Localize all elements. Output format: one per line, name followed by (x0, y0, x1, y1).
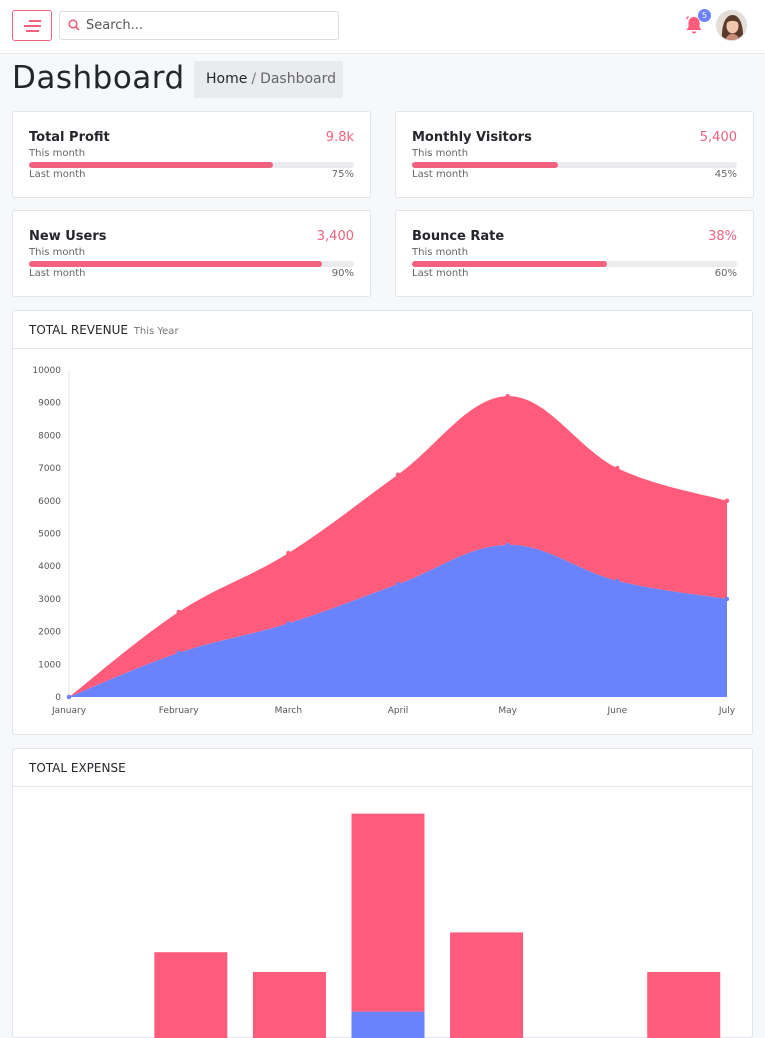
search-input[interactable] (86, 12, 334, 39)
panel-title: TOTAL REVENUE (29, 323, 128, 337)
data-point (176, 609, 181, 615)
stat-this-month-label: This month (412, 148, 469, 159)
y-tick-label: 1000 (38, 660, 61, 670)
revenue-area-chart: 0 1000 2000 3000 4000 5000 6000 7000 8000 9000 100… (32, 366, 736, 716)
data-point (505, 542, 510, 548)
stat-value: 3,400 (316, 229, 354, 244)
stat-this-month-label: This month (29, 148, 86, 159)
y-tick-label: 3000 (38, 595, 61, 605)
search-box (59, 11, 339, 40)
expense-bar (450, 932, 524, 1038)
data-point (176, 650, 181, 656)
y-tick-label: 4000 (38, 562, 61, 572)
y-tick-label: 5000 (38, 530, 61, 540)
stat-card-bounce-rate: Bounce Rate 38% This month Last month 60… (395, 210, 754, 297)
panel-subtitle: This Year (133, 326, 179, 337)
stat-this-month-label: This month (29, 247, 86, 258)
stat-card-new-users: New Users 3,400 This month Last month 90… (12, 210, 371, 297)
stat-card-monthly-visitors: Monthly Visitors 5,400 This month Last m… (395, 111, 754, 198)
stat-progress-fill (412, 162, 559, 168)
data-point (505, 393, 510, 399)
data-point (286, 621, 291, 626)
stat-progress-track (412, 261, 737, 267)
stat-title: Total Profit (29, 130, 110, 145)
y-tick-label: 8000 (38, 431, 61, 441)
data-point (724, 498, 730, 503)
stat-title: New Users (29, 229, 107, 244)
data-point (615, 465, 620, 471)
expense-bar (154, 952, 228, 1038)
stat-title: Monthly Visitors (412, 130, 532, 145)
total-expense-panel: TOTAL EXPENSE (12, 748, 753, 1038)
stat-last-month-label: Last month (29, 268, 86, 279)
stat-last-month-label: Last month (412, 169, 469, 180)
x-tick-label: May (498, 706, 517, 716)
data-point (66, 694, 72, 700)
panel-title: TOTAL EXPENSE (29, 761, 126, 775)
data-point (395, 581, 401, 587)
expense-bar-chart (154, 813, 721, 1038)
stat-last-month-label: Last month (412, 268, 469, 279)
expense-bar (351, 813, 425, 1012)
top-navbar: 5 (0, 0, 765, 54)
total-revenue-panel: TOTAL REVENUE This Year 0 1000 2000 3000 400… (12, 310, 753, 735)
stat-last-month-label: Last month (29, 169, 86, 180)
sidebar-toggle-button[interactable] (12, 10, 52, 41)
data-point (395, 472, 401, 477)
user-avatar[interactable] (716, 10, 747, 41)
y-tick-label: 6000 (38, 497, 61, 507)
x-tick-label: April (388, 706, 409, 716)
stat-title: Bounce Rate (412, 229, 505, 244)
expense-bar (252, 972, 326, 1038)
stat-progress-track (29, 261, 354, 267)
expense-bar (647, 972, 721, 1038)
breadcrumb: Home / Dashboard (194, 61, 343, 98)
area-series (69, 396, 727, 697)
stat-value: 38% (708, 229, 737, 244)
data-point (286, 550, 291, 556)
x-tick-label: July (718, 706, 736, 716)
notification-count-badge: 5 (698, 9, 711, 22)
stat-progress-fill (29, 261, 322, 267)
stat-percent: 90% (331, 268, 354, 279)
stat-progress-fill (412, 261, 607, 267)
avatar-image (717, 11, 746, 40)
panel-header: TOTAL REVENUE This Year (13, 311, 752, 349)
x-tick-label: June (607, 706, 628, 716)
stat-value: 9.8k (325, 130, 354, 145)
x-tick-label: March (275, 706, 302, 716)
breadcrumb-current: Dashboard (260, 71, 337, 87)
stat-progress-track (412, 162, 737, 168)
data-point (615, 578, 620, 584)
y-tick-label: 7000 (38, 464, 61, 474)
breadcrumb-home-link[interactable]: Home (206, 71, 248, 87)
stat-this-month-label: This month (412, 247, 469, 258)
search-icon (68, 19, 80, 31)
y-tick-label: 10000 (32, 366, 61, 376)
x-tick-label: January (51, 706, 87, 716)
y-tick-label: 9000 (38, 399, 61, 409)
stat-card-total-profit: Total Profit 9.8k This month Last month … (12, 111, 371, 198)
menu-icon (24, 20, 41, 32)
y-tick-label: 0 (55, 693, 61, 703)
stat-percent: 75% (331, 169, 354, 180)
stat-progress-fill (29, 162, 273, 168)
x-tick-label: February (159, 706, 200, 716)
stat-percent: 60% (714, 268, 737, 279)
y-tick-label: 2000 (38, 628, 61, 638)
stat-value: 5,400 (699, 130, 737, 145)
data-point (724, 596, 730, 602)
panel-header: TOTAL EXPENSE (13, 749, 752, 787)
expense-bar (351, 1011, 425, 1038)
stat-progress-track (29, 162, 354, 168)
breadcrumb-separator: / (251, 71, 257, 87)
page-title: Dashboard (12, 60, 185, 96)
area-series (69, 544, 727, 697)
stat-percent: 45% (714, 169, 737, 180)
